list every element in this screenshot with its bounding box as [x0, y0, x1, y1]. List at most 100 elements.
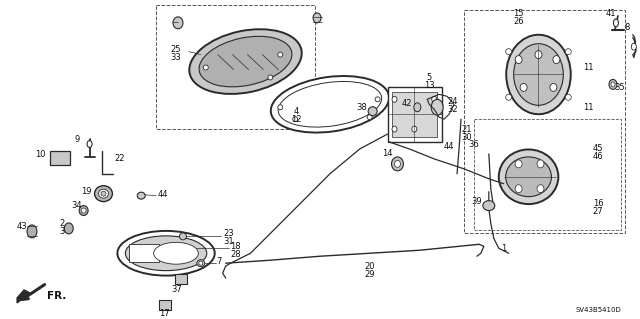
Text: 12: 12: [291, 115, 301, 124]
Text: 32: 32: [448, 105, 458, 114]
Text: 2: 2: [59, 219, 65, 228]
Text: 35: 35: [614, 83, 625, 92]
Ellipse shape: [278, 105, 283, 110]
Text: 25: 25: [171, 45, 181, 54]
Ellipse shape: [515, 160, 522, 168]
Ellipse shape: [154, 242, 198, 264]
Ellipse shape: [392, 157, 403, 171]
Ellipse shape: [368, 107, 377, 116]
Text: 39: 39: [472, 197, 482, 206]
Text: 8: 8: [624, 23, 630, 32]
Ellipse shape: [535, 51, 542, 59]
Text: 1: 1: [501, 244, 506, 253]
Text: 15: 15: [513, 9, 524, 19]
Text: 11: 11: [583, 103, 593, 112]
Bar: [175, 274, 187, 284]
Ellipse shape: [101, 191, 106, 196]
Ellipse shape: [614, 19, 618, 27]
Text: 46: 46: [593, 152, 604, 161]
Ellipse shape: [537, 185, 544, 193]
Text: 24: 24: [448, 97, 458, 106]
Text: 19: 19: [81, 187, 92, 196]
Ellipse shape: [431, 99, 443, 115]
Text: 17: 17: [159, 309, 170, 318]
Ellipse shape: [173, 17, 183, 29]
Bar: [464, 10, 625, 234]
Text: 21: 21: [461, 125, 472, 134]
Ellipse shape: [81, 208, 86, 213]
Ellipse shape: [313, 13, 321, 23]
Text: 11: 11: [583, 63, 593, 72]
Ellipse shape: [204, 65, 208, 70]
Ellipse shape: [137, 192, 145, 199]
Text: 26: 26: [513, 17, 524, 26]
Text: 33: 33: [171, 53, 181, 62]
Text: 37: 37: [172, 286, 182, 294]
Text: 45: 45: [593, 145, 604, 153]
Ellipse shape: [565, 49, 572, 55]
Ellipse shape: [189, 29, 301, 94]
Ellipse shape: [499, 150, 558, 204]
Text: 7: 7: [216, 257, 221, 266]
Ellipse shape: [64, 223, 73, 234]
Ellipse shape: [179, 233, 186, 240]
Text: FR.: FR.: [47, 291, 67, 301]
Text: 5: 5: [427, 73, 432, 82]
Text: 42: 42: [401, 99, 412, 108]
Text: 31: 31: [223, 237, 234, 246]
Text: 9: 9: [74, 135, 79, 144]
Ellipse shape: [483, 201, 495, 211]
Ellipse shape: [565, 94, 572, 100]
Text: 20: 20: [364, 262, 375, 271]
Ellipse shape: [506, 157, 552, 197]
Text: 4: 4: [294, 107, 299, 116]
Ellipse shape: [27, 225, 37, 238]
Ellipse shape: [506, 35, 571, 114]
Ellipse shape: [117, 231, 215, 276]
Ellipse shape: [506, 49, 511, 55]
Bar: [50, 151, 70, 165]
Text: 3: 3: [59, 227, 65, 236]
Ellipse shape: [631, 43, 636, 50]
Text: 27: 27: [593, 207, 604, 216]
Ellipse shape: [609, 79, 617, 89]
Ellipse shape: [95, 186, 113, 202]
Ellipse shape: [367, 115, 372, 120]
Ellipse shape: [506, 94, 511, 100]
Ellipse shape: [199, 36, 292, 87]
Ellipse shape: [292, 117, 298, 122]
Ellipse shape: [125, 236, 207, 271]
Ellipse shape: [87, 141, 92, 147]
Ellipse shape: [611, 82, 615, 87]
Ellipse shape: [79, 205, 88, 216]
Bar: [159, 300, 171, 310]
Text: 10: 10: [35, 151, 45, 160]
Ellipse shape: [278, 81, 381, 127]
Ellipse shape: [278, 52, 283, 57]
Text: 34: 34: [72, 201, 82, 210]
Ellipse shape: [197, 260, 205, 267]
Ellipse shape: [550, 84, 557, 91]
Ellipse shape: [520, 84, 527, 91]
Text: 29: 29: [364, 270, 375, 278]
Bar: [474, 119, 621, 230]
Text: 30: 30: [461, 133, 472, 142]
Bar: [392, 93, 437, 137]
Text: 14: 14: [382, 149, 393, 159]
Text: 16: 16: [593, 199, 604, 208]
Ellipse shape: [99, 189, 108, 198]
Ellipse shape: [432, 96, 436, 102]
Text: 36: 36: [468, 139, 479, 149]
Bar: [388, 87, 442, 142]
Bar: [129, 244, 159, 262]
Ellipse shape: [537, 160, 544, 168]
Text: 38: 38: [356, 103, 367, 112]
Text: 44: 44: [444, 143, 454, 152]
Ellipse shape: [414, 103, 421, 112]
Text: 43: 43: [17, 222, 28, 231]
Text: 23: 23: [223, 229, 234, 238]
Ellipse shape: [375, 97, 380, 102]
Polygon shape: [633, 35, 636, 58]
Text: SV43B5410D: SV43B5410D: [575, 307, 621, 313]
Text: 22: 22: [114, 154, 125, 163]
